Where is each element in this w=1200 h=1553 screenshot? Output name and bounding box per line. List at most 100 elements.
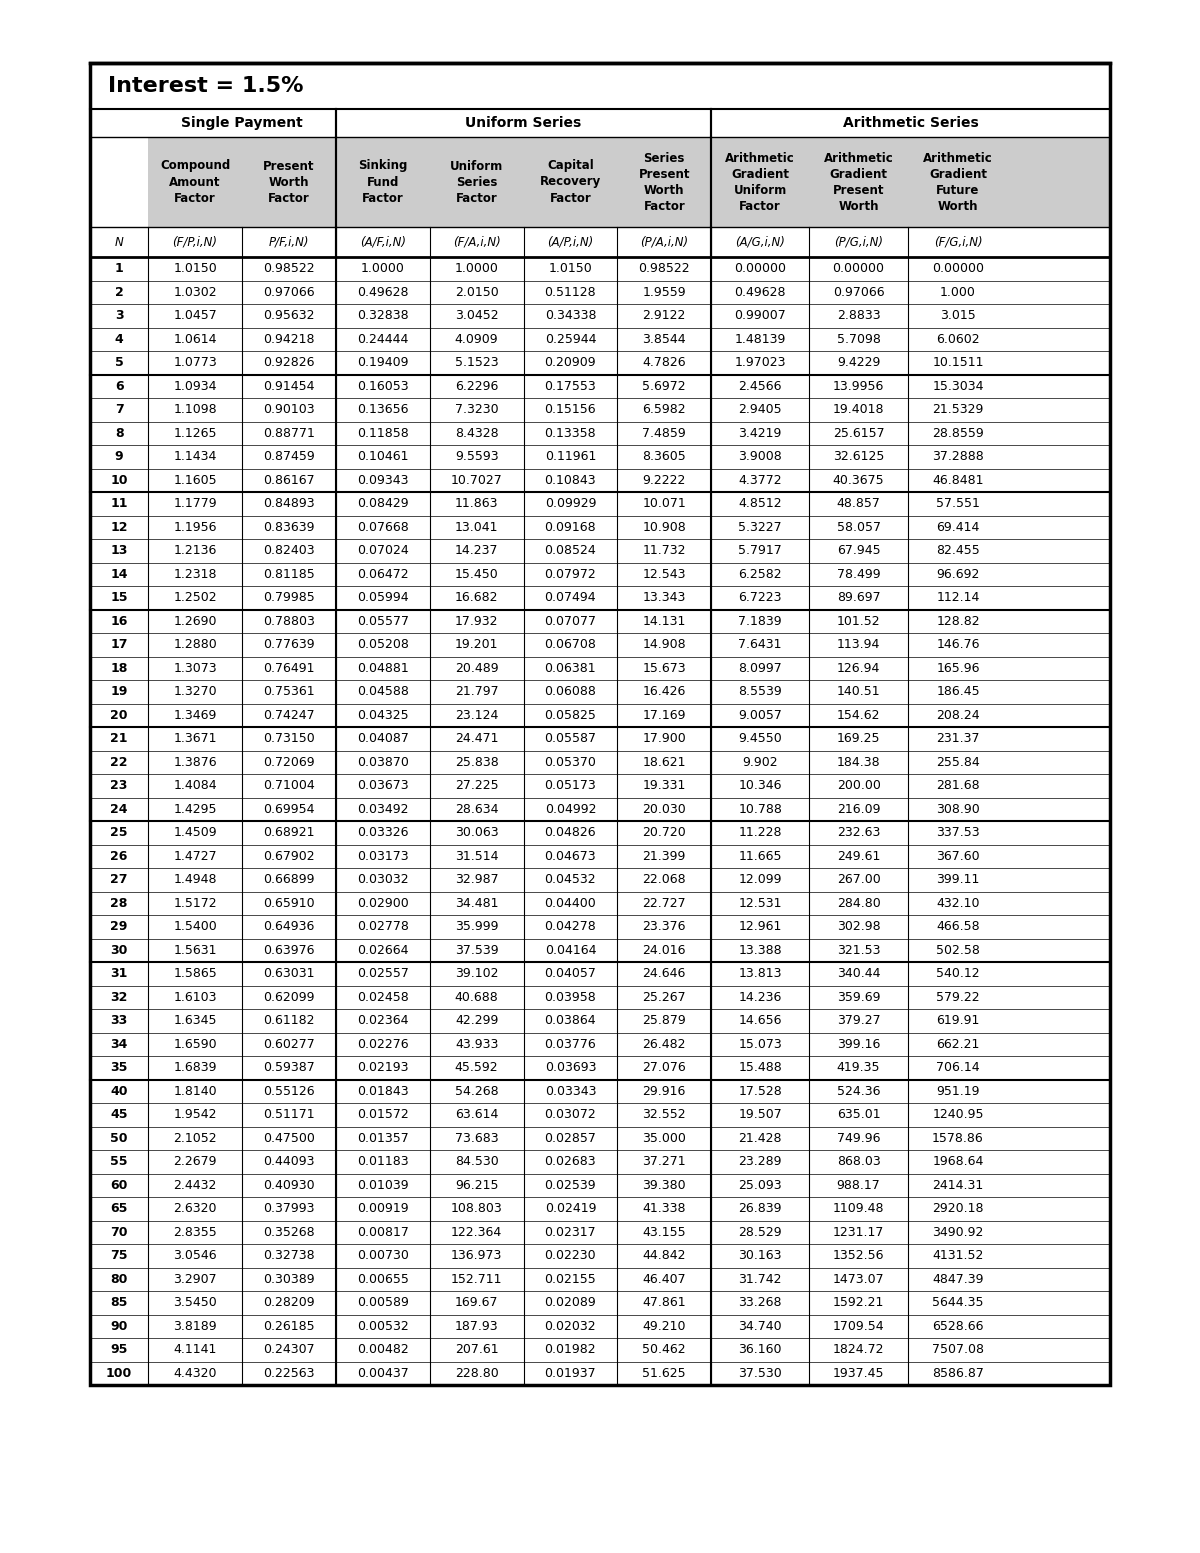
Text: Uniform Series: Uniform Series bbox=[466, 116, 582, 130]
Text: 0.98522: 0.98522 bbox=[263, 262, 314, 275]
Bar bbox=[90, 1009, 1110, 1033]
Text: 1473.07: 1473.07 bbox=[833, 1273, 884, 1286]
Text: 216.09: 216.09 bbox=[836, 803, 881, 815]
Text: 0.02230: 0.02230 bbox=[545, 1249, 596, 1263]
Text: 0.66899: 0.66899 bbox=[263, 873, 314, 887]
Text: 0.69954: 0.69954 bbox=[263, 803, 314, 815]
Text: 12.531: 12.531 bbox=[738, 896, 782, 910]
Bar bbox=[90, 727, 1110, 750]
Text: 22: 22 bbox=[110, 756, 128, 769]
Bar bbox=[90, 1151, 1110, 1174]
Text: 9.0057: 9.0057 bbox=[738, 708, 782, 722]
Text: 186.45: 186.45 bbox=[936, 685, 980, 699]
Text: 126.94: 126.94 bbox=[836, 662, 881, 674]
Text: 0.00730: 0.00730 bbox=[356, 1249, 409, 1263]
Text: 112.14: 112.14 bbox=[936, 592, 979, 604]
Text: 13.388: 13.388 bbox=[738, 944, 782, 957]
Bar bbox=[90, 657, 1110, 680]
Text: 0.00437: 0.00437 bbox=[356, 1367, 409, 1379]
Text: 0.06381: 0.06381 bbox=[545, 662, 596, 674]
Text: 15.3034: 15.3034 bbox=[932, 380, 984, 393]
Text: 43.933: 43.933 bbox=[455, 1037, 498, 1051]
Text: 281.68: 281.68 bbox=[936, 780, 980, 792]
Text: N: N bbox=[115, 236, 124, 248]
Text: 35.999: 35.999 bbox=[455, 921, 498, 933]
Text: 11: 11 bbox=[110, 497, 128, 511]
Text: 43.155: 43.155 bbox=[642, 1225, 686, 1239]
Bar bbox=[90, 1267, 1110, 1291]
Text: 1.6839: 1.6839 bbox=[173, 1061, 217, 1075]
Text: 154.62: 154.62 bbox=[836, 708, 881, 722]
Text: 37.2888: 37.2888 bbox=[932, 450, 984, 463]
Text: 23: 23 bbox=[110, 780, 127, 792]
Text: 32.6125: 32.6125 bbox=[833, 450, 884, 463]
Text: 108.803: 108.803 bbox=[451, 1202, 503, 1216]
Text: 85: 85 bbox=[110, 1297, 127, 1309]
Text: 10.7027: 10.7027 bbox=[451, 474, 503, 486]
Text: 0.01183: 0.01183 bbox=[356, 1155, 408, 1168]
Text: 146.76: 146.76 bbox=[936, 638, 979, 651]
Text: Present
Worth
Factor: Present Worth Factor bbox=[263, 160, 314, 205]
Text: 165.96: 165.96 bbox=[936, 662, 979, 674]
Bar bbox=[90, 915, 1110, 938]
Text: 10.788: 10.788 bbox=[738, 803, 782, 815]
Text: 0.07494: 0.07494 bbox=[545, 592, 596, 604]
Text: 0.02857: 0.02857 bbox=[545, 1132, 596, 1145]
Text: 0.77639: 0.77639 bbox=[263, 638, 314, 651]
Text: 1.1779: 1.1779 bbox=[173, 497, 217, 511]
Text: 18.621: 18.621 bbox=[642, 756, 686, 769]
Text: 58.057: 58.057 bbox=[836, 520, 881, 534]
Text: 184.38: 184.38 bbox=[836, 756, 881, 769]
Text: 0.63976: 0.63976 bbox=[263, 944, 314, 957]
Text: 0.26185: 0.26185 bbox=[263, 1320, 314, 1332]
Text: 0.01937: 0.01937 bbox=[545, 1367, 596, 1379]
Bar bbox=[90, 1126, 1110, 1151]
Text: 1352.56: 1352.56 bbox=[833, 1249, 884, 1263]
Text: 0.92826: 0.92826 bbox=[263, 356, 314, 370]
Text: 0.03072: 0.03072 bbox=[545, 1109, 596, 1121]
Text: 1.6345: 1.6345 bbox=[173, 1014, 217, 1027]
Text: 26: 26 bbox=[110, 849, 127, 863]
Text: 0.04057: 0.04057 bbox=[545, 968, 596, 980]
Text: 16.426: 16.426 bbox=[642, 685, 686, 699]
Text: 4.3772: 4.3772 bbox=[738, 474, 782, 486]
Bar bbox=[90, 609, 1110, 634]
Text: 208.24: 208.24 bbox=[936, 708, 980, 722]
Text: 0.04992: 0.04992 bbox=[545, 803, 596, 815]
Text: 432.10: 432.10 bbox=[936, 896, 979, 910]
Text: 0.97066: 0.97066 bbox=[263, 286, 314, 298]
Text: 0.04278: 0.04278 bbox=[545, 921, 596, 933]
Bar bbox=[90, 304, 1110, 328]
Text: 7.3230: 7.3230 bbox=[455, 404, 498, 416]
Text: 1.0150: 1.0150 bbox=[173, 262, 217, 275]
Text: 466.58: 466.58 bbox=[936, 921, 980, 933]
Text: 13.9956: 13.9956 bbox=[833, 380, 884, 393]
Text: 15.673: 15.673 bbox=[642, 662, 686, 674]
Text: 0.04881: 0.04881 bbox=[356, 662, 409, 674]
Bar bbox=[90, 845, 1110, 868]
Text: 69.414: 69.414 bbox=[936, 520, 979, 534]
Text: 8.4328: 8.4328 bbox=[455, 427, 498, 439]
Text: 89.697: 89.697 bbox=[836, 592, 881, 604]
Text: 1.3073: 1.3073 bbox=[173, 662, 217, 674]
Text: 2414.31: 2414.31 bbox=[932, 1179, 984, 1191]
Text: 0.13358: 0.13358 bbox=[545, 427, 596, 439]
Text: 1.2318: 1.2318 bbox=[173, 568, 217, 581]
Text: 2.0150: 2.0150 bbox=[455, 286, 498, 298]
Text: 0.04588: 0.04588 bbox=[356, 685, 409, 699]
Text: 20: 20 bbox=[110, 708, 128, 722]
Text: 9.2222: 9.2222 bbox=[642, 474, 686, 486]
Bar bbox=[90, 1056, 1110, 1079]
Text: 255.84: 255.84 bbox=[936, 756, 980, 769]
Text: 0.00817: 0.00817 bbox=[356, 1225, 409, 1239]
Text: 17.169: 17.169 bbox=[642, 708, 686, 722]
Text: 17.932: 17.932 bbox=[455, 615, 498, 627]
Text: 0.00655: 0.00655 bbox=[356, 1273, 409, 1286]
Text: 0.11858: 0.11858 bbox=[356, 427, 409, 439]
Text: 63.614: 63.614 bbox=[455, 1109, 498, 1121]
Text: 50.462: 50.462 bbox=[642, 1343, 686, 1356]
Text: 0.44093: 0.44093 bbox=[263, 1155, 314, 1168]
Text: 0.02032: 0.02032 bbox=[545, 1320, 596, 1332]
Text: 0.04673: 0.04673 bbox=[545, 849, 596, 863]
Text: 0.02193: 0.02193 bbox=[356, 1061, 408, 1075]
